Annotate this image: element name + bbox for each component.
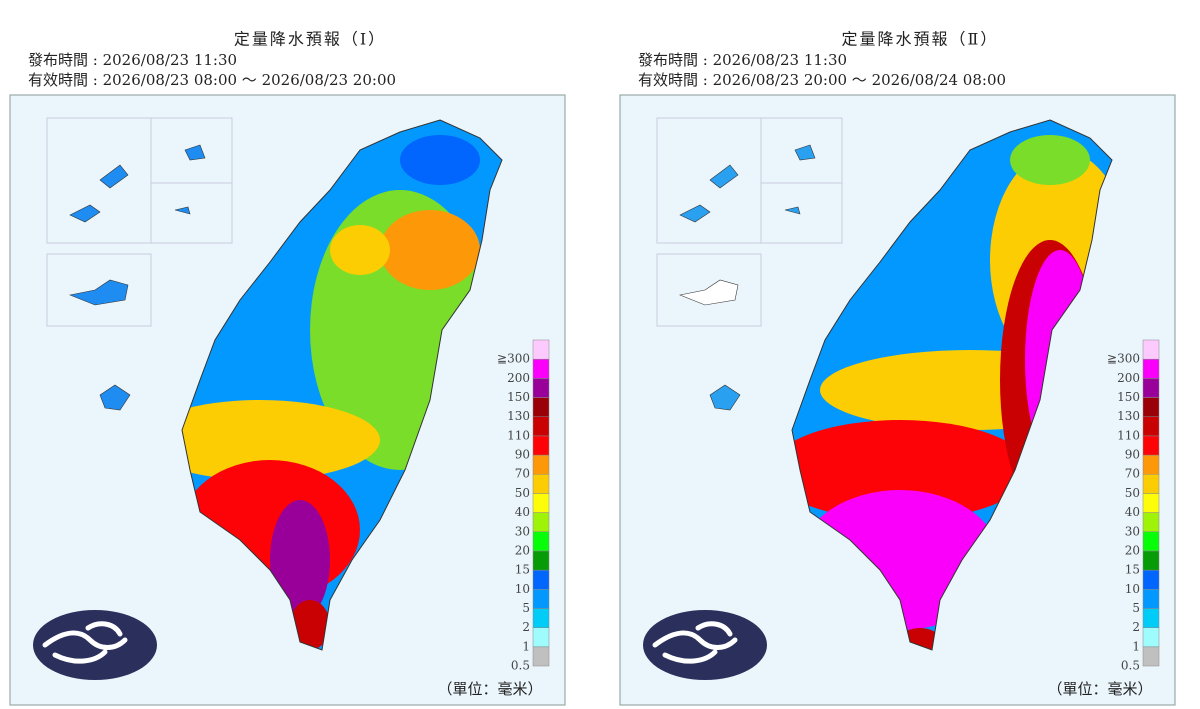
legend-label: 10 [1125,582,1140,596]
legend-label: 50 [1125,486,1140,500]
legend-swatch [1142,397,1160,417]
issued-time: 發布時間 : 2026/08/23 11:30 [638,51,847,69]
legend-swatch [532,378,550,398]
legend-label: 70 [1125,467,1140,481]
legend-swatch [532,569,550,590]
legend-swatch [532,473,550,494]
legend-label: 70 [515,467,530,481]
legend-swatch [532,454,550,475]
legend-swatch [1142,531,1160,552]
panel: 定量降水預報（Ⅰ） 發布時間 : 2026/08/23 11:30 有效時間 :… [9,30,566,706]
unit-label: （單位：毫米） [1047,680,1152,698]
legend-label: 130 [507,409,530,423]
legend-swatch [532,397,550,417]
legend-swatch [532,512,550,533]
legend-swatch [532,608,550,628]
legend-swatch [532,339,550,360]
legend-label: 15 [515,563,530,577]
legend-label: 90 [515,448,530,462]
legend-swatch [1142,473,1160,494]
legend-label: 0.5 [511,659,530,673]
legend-label: 0.5 [1121,659,1140,673]
legend-swatch [1142,493,1160,513]
legend-label: 40 [515,505,530,519]
legend-label: 150 [507,390,530,404]
legend-swatch [1142,435,1160,456]
legend-label: ≧300 [497,352,530,366]
coastline [181,119,503,651]
issued-time: 發布時間 : 2026/08/23 11:30 [28,51,237,69]
unit-label: （單位：毫米） [437,680,542,698]
legend-label: 110 [1117,428,1140,442]
legend-swatch [532,589,550,609]
legend-label: 1 [522,639,530,653]
legend-label: 40 [1125,505,1140,519]
legend-swatch [532,416,550,437]
logo [643,610,767,680]
legend: 0.5 1 2 5 10 15 20 30 40 50 70 90 110 130 150 200 ≧300 [1107,339,1160,673]
legend-swatch [1142,550,1160,571]
legend-swatch [532,493,550,513]
legend-label: 1 [1132,639,1140,653]
legend-swatch [1142,454,1160,475]
legend-swatch [532,550,550,571]
legend-label: 90 [1125,448,1140,462]
legend-label: 5 [1132,601,1140,615]
legend-swatch [1142,589,1160,609]
legend-label: 15 [1125,563,1140,577]
legend-swatch [1142,378,1160,398]
valid-time: 有效時間 : 2026/08/23 20:00 ～ 2026/08/24 08:… [638,71,1006,89]
legend-label: 200 [507,371,530,385]
legend-swatch [532,435,550,456]
legend-label: 2 [522,620,530,634]
legend-label: 20 [1125,543,1140,557]
legend-swatch [1142,339,1160,360]
legend-label: 30 [1125,524,1140,538]
legend-label: 5 [522,601,530,615]
legend-label: 150 [1117,390,1140,404]
legend-swatch [1142,608,1160,628]
legend-swatch [1142,627,1160,648]
legend-label: 20 [515,543,530,557]
legend-label: 50 [515,486,530,500]
logo [33,610,157,680]
valid-time: 有效時間 : 2026/08/23 08:00 ～ 2026/08/23 20:… [28,71,396,89]
panel: 定量降水預報（Ⅱ） 發布時間 : 2026/08/23 11:30 有效時間 :… [619,30,1176,706]
legend-swatch [532,646,550,667]
legend-swatch [1142,512,1160,533]
insets [656,117,843,411]
legend-swatch [1142,358,1160,379]
legend-swatch [532,358,550,379]
title: 定量降水預報（Ⅰ） [234,30,386,49]
legend-swatch [532,531,550,552]
legend-swatch [1142,416,1160,437]
legend-label: 200 [1117,371,1140,385]
legend-label: 130 [1117,409,1140,423]
legend-label: 110 [507,428,530,442]
legend-swatch [1142,646,1160,667]
legend-label: 10 [515,582,530,596]
legend-swatch [1142,569,1160,590]
insets [46,117,233,411]
legend: 0.5 1 2 5 10 15 20 30 40 50 70 90 110 130 150 200 ≧300 [497,339,550,673]
legend-label: ≧300 [1107,352,1140,366]
legend-label: 2 [1132,620,1140,634]
legend-swatch [532,627,550,648]
title: 定量降水預報（Ⅱ） [842,30,999,49]
legend-label: 30 [515,524,530,538]
coastline [791,119,1113,651]
